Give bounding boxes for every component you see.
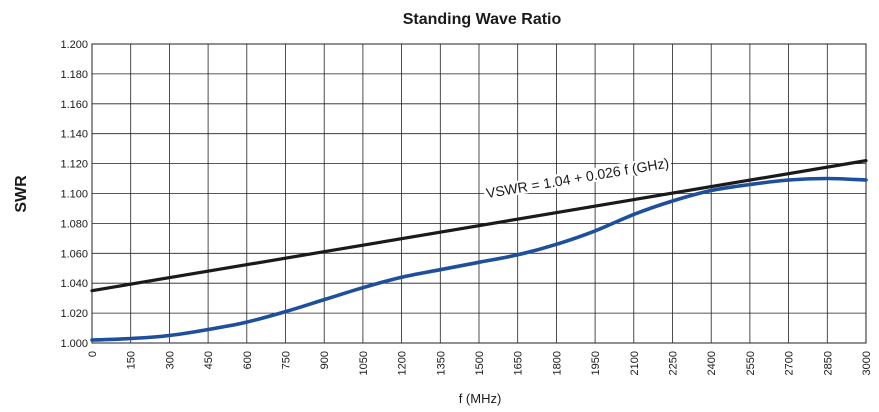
y-tick-label: 1.040 [60,278,88,290]
x-tick-label: 750 [281,351,293,369]
y-tick-label: 1.120 [60,159,88,171]
x-tick-label: 2400 [706,351,718,375]
x-tick-label: 450 [203,351,215,369]
x-tick-label: 1800 [551,351,563,375]
x-tick-label: 3000 [861,351,873,375]
y-tick-label: 1.180 [60,69,88,81]
x-tick-label: 600 [242,351,254,369]
y-tick-label: 1.140 [60,129,88,141]
x-tick-label: 2100 [629,351,641,375]
y-tick-label: 1.160 [60,99,88,111]
x-tick-label: 2250 [668,351,680,375]
y-tick-label: 1.020 [60,308,88,320]
y-tick-labels: 1.000 1.020 1.040 1.060 1.080 1.100 1.120 1.140… [60,39,88,350]
x-tick-label: 150 [126,351,138,369]
x-tick-label: 1650 [513,351,525,375]
x-tick-label: 1950 [590,351,602,375]
y-tick-label: 1.100 [60,189,88,201]
x-tick-label: 0 [87,351,99,357]
x-tick-label: 2550 [745,351,757,375]
grid [91,43,867,344]
x-tick-label: 300 [164,351,176,369]
chart-title: Standing Wave Ratio [403,11,562,28]
x-tick-label: 1500 [474,351,486,375]
x-tick-label: 900 [319,351,331,369]
x-axis-label: f (MHz) [459,391,502,406]
measured-swr-curve [90,176,868,342]
x-tick-label: 2850 [822,351,834,375]
x-tick-label: 1050 [358,351,370,375]
y-tick-label: 1.080 [60,218,88,230]
formula-annotation-background [483,155,672,201]
x-tick-labels: 0 150 300 450 600 750 900 1050 1200 1350 1500 1650 1… [87,351,873,375]
series-lines [90,159,868,342]
x-tick-label: 1350 [435,351,447,375]
y-tick-label: 1.000 [60,338,88,350]
y-tick-label: 1.200 [60,39,88,51]
vswr-limit-line [90,159,868,293]
y-tick-label: 1.060 [60,248,88,260]
plot-frame [91,43,867,344]
formula-annotation: VSWR = 1.04 + 0.026 f (GHz) [485,155,670,201]
y-axis-label: SWR [13,175,30,213]
x-tick-label: 1200 [397,351,409,375]
x-tick-label: 2700 [784,351,796,375]
